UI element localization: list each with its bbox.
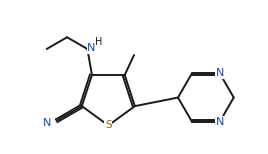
Text: N: N [216,68,224,78]
Text: H: H [95,37,103,47]
Text: N: N [216,117,224,127]
Text: N: N [43,118,51,128]
Text: S: S [105,120,112,130]
Text: N: N [87,43,96,53]
